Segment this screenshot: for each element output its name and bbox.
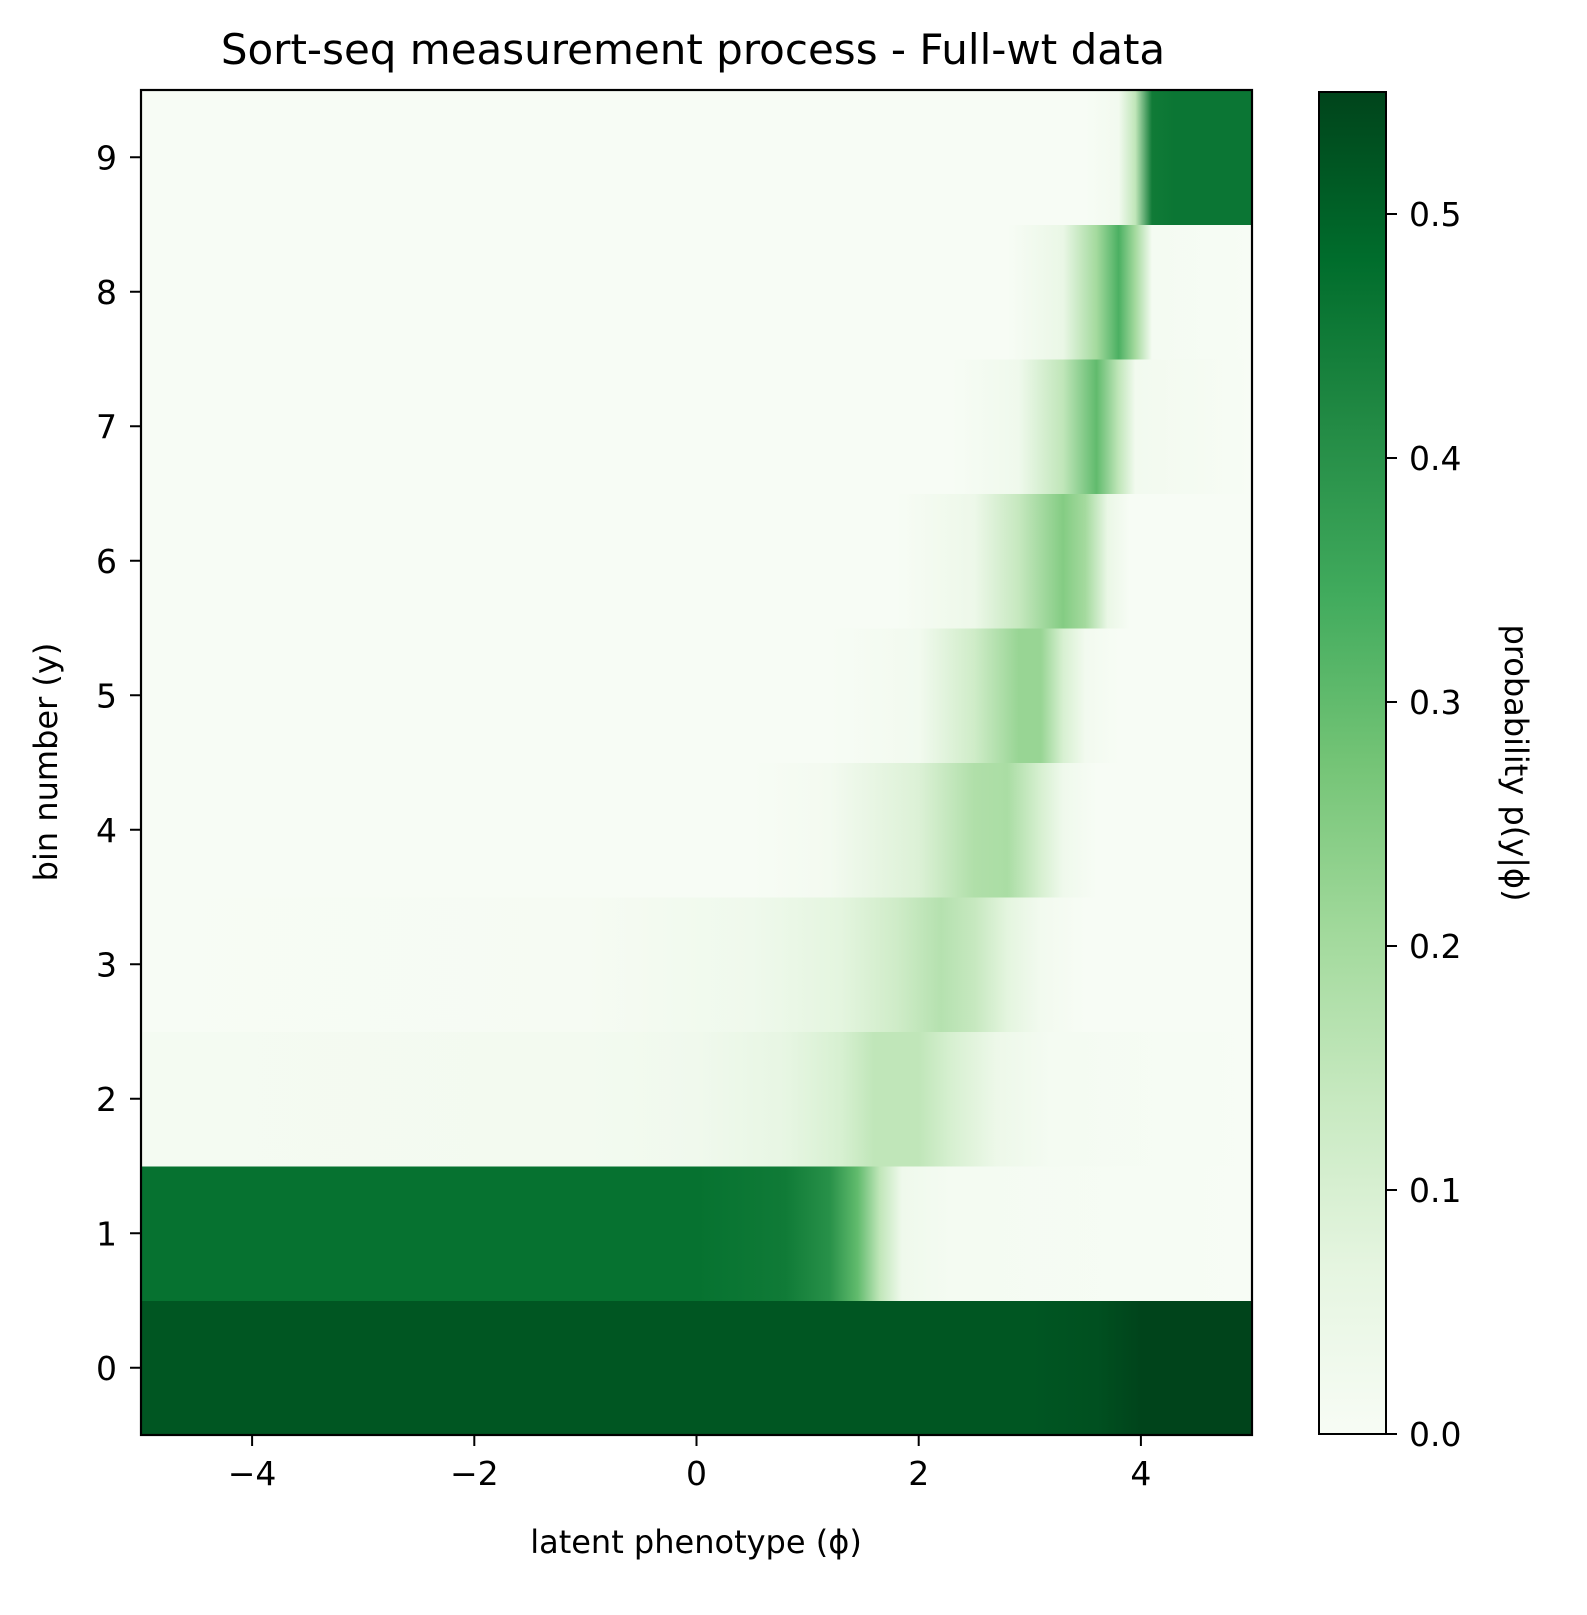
y-tick-label: 9 — [96, 138, 117, 177]
colorbar-label: probability p(y|ϕ) — [1497, 624, 1535, 901]
plot-area — [141, 90, 1252, 1436]
y-tick-label: 4 — [96, 811, 117, 850]
heatmap-row-bin-5 — [141, 628, 1252, 763]
colorbar-tick-label: 0.5 — [1409, 195, 1461, 234]
x-tick-label: 4 — [1130, 1454, 1151, 1493]
x-tick-label: 0 — [686, 1454, 707, 1493]
colorbar-tick-label: 0.3 — [1409, 683, 1461, 722]
colorbar-frame — [1318, 91, 1387, 1435]
y-axis: 0 1 2 3 4 5 6 7 8 9 — [96, 138, 141, 1388]
y-tick-label: 7 — [96, 407, 117, 446]
heatmap-row-bin-9 — [141, 90, 1252, 225]
y-tick-label: 8 — [96, 273, 117, 312]
heatmap-row-bin-1 — [141, 1166, 1252, 1301]
heatmap-row-bin-0 — [141, 1300, 1252, 1436]
colorbar-tick-label: 0.0 — [1409, 1415, 1461, 1454]
y-tick-label: 2 — [96, 1080, 117, 1119]
y-tick-label: 0 — [96, 1349, 117, 1388]
colorbar-tick-label: 0.1 — [1409, 1171, 1461, 1210]
colorbar-tick-label: 0.2 — [1409, 927, 1461, 966]
x-tick-label: −2 — [450, 1454, 499, 1493]
heatmap-row-bin-2 — [141, 1031, 1252, 1167]
y-tick-label: 6 — [96, 542, 117, 581]
y-tick-label: 1 — [96, 1214, 117, 1253]
heatmap-row-bin-7 — [141, 359, 1252, 494]
y-tick-label: 3 — [96, 945, 117, 984]
heatmap-row-bin-4 — [141, 762, 1252, 898]
x-axis: −4 −2 0 2 4 — [228, 1435, 1151, 1493]
heatmap-row-bin-3 — [141, 897, 1252, 1032]
heatmap-row-bin-8 — [141, 224, 1252, 360]
colorbar — [1319, 92, 1386, 1434]
y-tick-label: 5 — [96, 676, 117, 715]
colorbar-gradient — [1319, 92, 1386, 1434]
colorbar-axis: 0.0 0.1 0.2 0.3 0.4 0.5 — [1386, 195, 1461, 1454]
chart-title: Sort-seq measurement process - Full-wt d… — [221, 25, 1165, 74]
colorbar-tick-label: 0.4 — [1409, 439, 1461, 478]
x-axis-label: latent phenotype (ϕ) — [530, 1523, 862, 1561]
x-tick-label: 2 — [908, 1454, 929, 1493]
heatmap-row-bin-6 — [141, 493, 1252, 629]
y-axis-label: bin number (y) — [27, 643, 65, 882]
x-tick-label: −4 — [228, 1454, 277, 1493]
